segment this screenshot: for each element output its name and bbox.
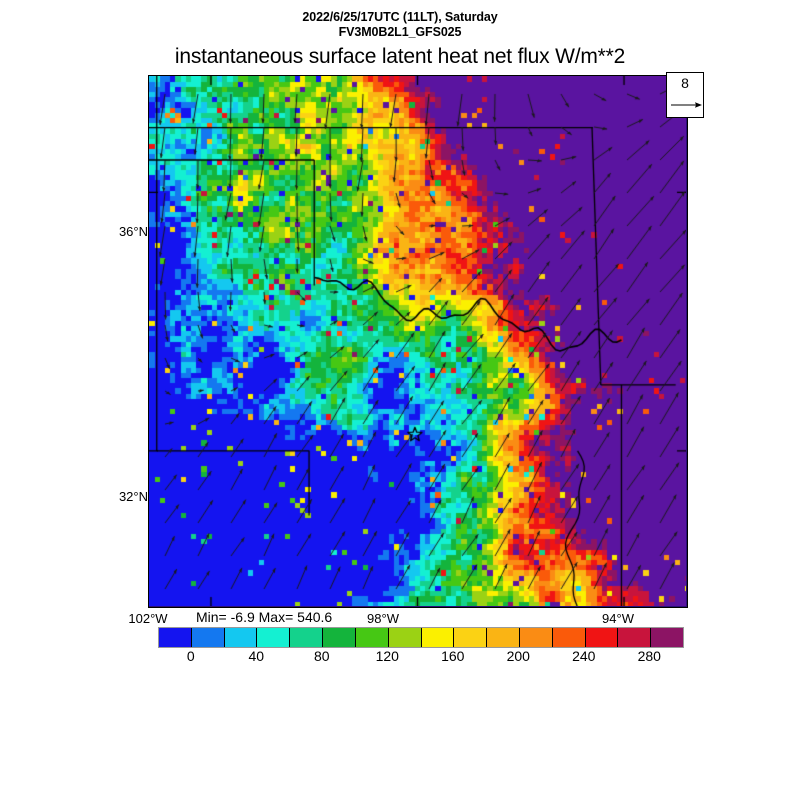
- min-max-stats: Min= -6.9 Max= 540.6: [196, 609, 333, 625]
- lon-label-94w: 94°W: [602, 611, 634, 626]
- colorbar-tick: 120: [375, 648, 399, 664]
- lon-label-98w: 98°W: [367, 611, 399, 626]
- colorbar-segment: [651, 628, 683, 647]
- lon-label-102w: 102°W: [128, 611, 168, 626]
- colorbar-tick-labels: 0 40 80 120 160 200 240 280: [158, 648, 682, 668]
- colorbar-tick: 280: [637, 648, 661, 664]
- colorbar-segment: [159, 628, 192, 647]
- variable-title: instantaneous surface latent heat net fl…: [174, 45, 626, 68]
- colorbar-segment: [487, 628, 520, 647]
- colorbar: [158, 627, 684, 648]
- colorbar-segment: [454, 628, 488, 647]
- title-block: 2022/6/25/17UTC (11LT), Saturday FV3M0B2…: [0, 10, 800, 40]
- vector-key-box: 8: [666, 72, 704, 118]
- colorbar-segment: [323, 628, 356, 647]
- timestamp-title: 2022/6/25/17UTC (11LT), Saturday: [302, 10, 498, 24]
- model-title: FV3M0B2L1_GFS025: [338, 25, 462, 39]
- colorbar-tick: 40: [248, 648, 265, 664]
- colorbar-segment: [585, 628, 619, 647]
- lat-label-32n: 32°N: [118, 489, 148, 504]
- colorbar-tick: 200: [506, 648, 530, 664]
- latent-heat-flux-raster: [149, 76, 686, 606]
- lat-label-36n: 36°N: [118, 224, 148, 239]
- map-plot-area[interactable]: [148, 75, 688, 608]
- colorbar-segment: [191, 628, 225, 647]
- colorbar-segment: [257, 628, 291, 647]
- colorbar-segment: [290, 628, 324, 647]
- colorbar-tick: 80: [313, 648, 330, 664]
- vector-key-magnitude: 8: [681, 75, 689, 91]
- colorbar-segment: [618, 628, 652, 647]
- colorbar-segment: [224, 628, 258, 647]
- arrow-right-icon: [671, 102, 702, 108]
- colorbar-segment: [355, 628, 389, 647]
- colorbar-tick: 160: [441, 648, 465, 664]
- colorbar-segment: [421, 628, 455, 647]
- colorbar-tick: 240: [572, 648, 596, 664]
- colorbar-segment: [519, 628, 553, 647]
- colorbar-tick: 0: [186, 648, 195, 664]
- colorbar-segment: [388, 628, 422, 647]
- colorbar-segment: [552, 628, 586, 647]
